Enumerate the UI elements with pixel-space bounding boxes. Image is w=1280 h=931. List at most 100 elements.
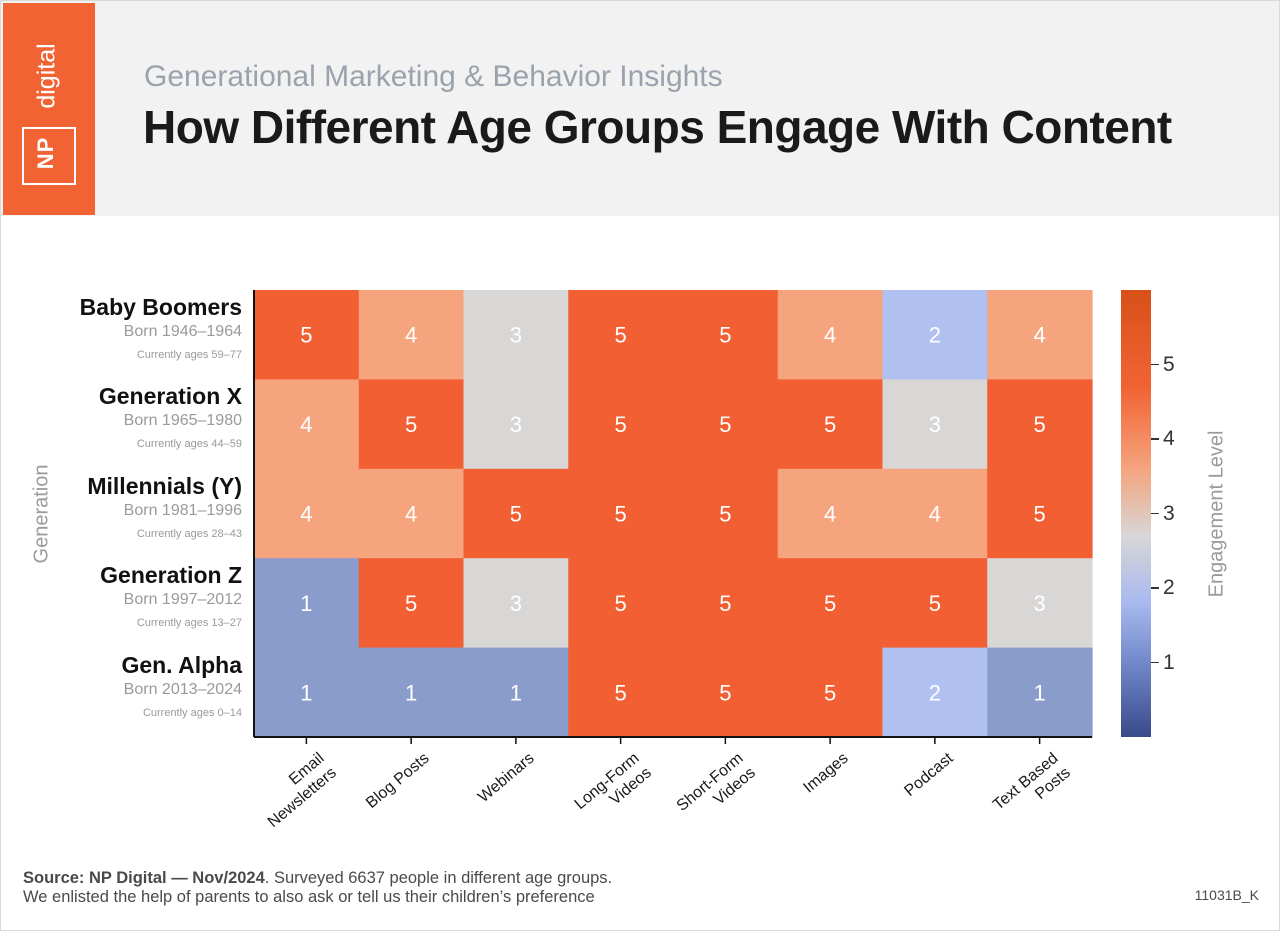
row-label: Generation X Born 1965–1980 Currently ages… [99, 383, 242, 455]
heatmap-cell [987, 558, 1093, 649]
cell-value-label: 5 [929, 591, 941, 616]
heatmap-cell [987, 290, 1093, 380]
heatmap-cell [987, 468, 1093, 559]
row-label-ages: Currently ages 59–77 [136, 349, 242, 361]
heatmap-cell [254, 468, 360, 559]
heatmap-cell [358, 379, 465, 470]
heatmap-cell [463, 558, 569, 649]
colorbar-tick-label: 3 [1163, 501, 1175, 525]
row-label-born: Born 1946–1964 [123, 323, 242, 340]
cell-value-label: 5 [719, 591, 731, 616]
colorbar-label: Engagement Level [1205, 430, 1228, 598]
row-label-born: Born 1965–1980 [123, 412, 242, 430]
heatmap-cell [777, 379, 884, 470]
cell-value-label: 1 [405, 680, 417, 705]
heatmap-cell [463, 647, 569, 738]
cell-value-label: 1 [1034, 680, 1046, 705]
heatmap-cell [777, 290, 884, 380]
heatmap-cell [673, 290, 779, 380]
row-label-ages: Currently ages 44–59 [136, 438, 242, 451]
colorbar-tick-label: 5 [1163, 352, 1175, 376]
cell-value-label: 3 [510, 412, 522, 437]
heatmap-cell [882, 558, 988, 649]
cell-value-label: 5 [510, 502, 522, 527]
heatmap-cell [568, 379, 674, 470]
cell-value-label: 5 [405, 412, 417, 437]
heatmap-cell [882, 468, 988, 559]
cell-value-label: 1 [300, 680, 312, 705]
heatmap-cell [987, 647, 1093, 738]
chart-title: How Different Age Groups Engage With Con… [143, 101, 1172, 153]
colorbar-tick-label: 4 [1163, 427, 1175, 450]
heatmap-cell [254, 558, 360, 649]
heatmap-cell [254, 379, 360, 470]
row-label-name: Gen. Alpha [121, 651, 242, 678]
cell-value-label: 5 [719, 323, 731, 348]
cell-value-label: 4 [300, 502, 312, 527]
heatmap-cell [777, 647, 884, 738]
heatmap-cell [568, 647, 674, 738]
row-label: Generation Z Born 1997–2012 Currently ages… [100, 562, 242, 634]
heatmap-cell [777, 468, 884, 559]
row-label-born: Born 1997–2012 [123, 591, 242, 609]
heatmap-cell [568, 558, 674, 649]
row-label: Millennials (Y) Born 1981–1996 Currently a… [87, 473, 242, 545]
heatmap-cell [463, 468, 569, 559]
cell-value-label: 5 [405, 591, 417, 616]
row-label-born: Born 1981–1996 [123, 501, 242, 519]
cell-value-label: 5 [824, 591, 836, 616]
row-label-born: Born 2013–2024 [123, 680, 242, 698]
cell-value-label: 1 [300, 591, 312, 616]
colorbar [1121, 290, 1151, 737]
heatmap-cell [673, 558, 779, 649]
cell-value-label: 5 [300, 323, 312, 348]
heatmap-cell [673, 647, 779, 738]
cell-value-label: 3 [510, 323, 522, 348]
source-line2: We enlisted the help of parents to also … [23, 888, 595, 906]
row-label-ages: Currently ages 13–27 [136, 617, 242, 630]
cell-value-label: 4 [1034, 323, 1046, 348]
chart-code: 11031B_K [1194, 887, 1259, 903]
header-banner [1, 1, 1279, 216]
cell-value-label: 4 [824, 323, 836, 348]
cell-value-label: 5 [615, 591, 627, 616]
row-label-name: Millennials (Y) [87, 472, 242, 499]
heatmap-cell [568, 468, 674, 559]
heatmap-cell [882, 647, 988, 738]
colorbar-tick [1151, 363, 1159, 366]
cell-value-label: 5 [824, 412, 836, 437]
heatmap-cell [777, 558, 884, 649]
heatmap-cell [463, 379, 569, 470]
cell-value-label: 4 [929, 502, 941, 527]
cell-value-label: 5 [1034, 412, 1046, 437]
row-label-name: Generation Z [100, 562, 242, 589]
cell-value-label: 5 [719, 412, 731, 437]
heatmap-cell [882, 290, 988, 380]
colorbar-tick [1151, 438, 1159, 440]
heatmap-cell [358, 468, 465, 559]
cell-value-label: 4 [405, 502, 417, 527]
heatmap-cell [254, 647, 360, 738]
colorbar-tick-label: 2 [1163, 576, 1175, 599]
cell-value-label: 5 [824, 680, 836, 705]
cell-value-label: 1 [510, 680, 522, 705]
row-label-name: Generation X [98, 383, 242, 410]
cell-value-label: 5 [719, 680, 731, 705]
row-label-ages: Currently ages 0–14 [142, 706, 242, 719]
heatmap-cell [673, 468, 779, 559]
heatmap-cell [358, 558, 465, 649]
heatmap-cell [568, 290, 674, 380]
source-label: Source: NP Digital — Nov/2024 [23, 869, 265, 887]
cell-value-label: 5 [719, 502, 731, 527]
cell-value-label: 4 [405, 323, 417, 348]
colorbar-tick [1151, 661, 1159, 664]
row-label: Baby Boomers Born 1946–1964 Currently ages… [80, 294, 242, 366]
cell-value-label: 4 [824, 502, 836, 527]
heatmap-cell [673, 379, 779, 470]
cell-value-label: 5 [615, 323, 627, 348]
source-note: Source: NP Digital — Nov/2024. Surveyed … [23, 869, 612, 907]
cell-value-label: 5 [1034, 502, 1046, 527]
cell-value-label: 2 [929, 680, 941, 705]
cell-value-label: 5 [615, 412, 627, 437]
